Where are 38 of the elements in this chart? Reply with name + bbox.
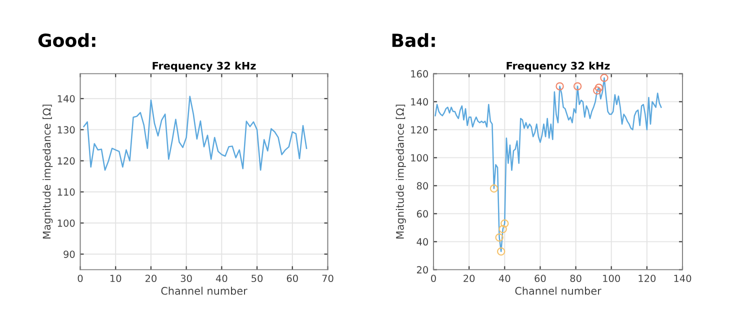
chart-title: Frequency 32 kHz <box>506 62 610 72</box>
y-axis-title: Magnitude impedance [Ω] <box>42 104 53 239</box>
x-tick-label: 0 <box>78 274 83 282</box>
chart-title: Frequency 32 kHz <box>152 62 256 72</box>
y-tick-label: 100 <box>411 154 428 162</box>
x-axis-title: Channel number <box>515 286 602 295</box>
x-tick-label: 60 <box>534 274 546 282</box>
x-tick-label: 120 <box>638 274 656 282</box>
y-tick-label: 160 <box>411 70 428 78</box>
y-tick-label: 100 <box>58 219 75 227</box>
x-tick-label: 10 <box>110 274 122 282</box>
x-tick-label: 80 <box>570 274 582 282</box>
y-tick-label: 120 <box>411 126 428 134</box>
y-tick-label: 90 <box>64 250 75 258</box>
y-tick-label: 40 <box>416 238 428 246</box>
x-tick-label: 40 <box>216 274 228 282</box>
y-tick-label: 140 <box>411 98 428 106</box>
x-tick-label: 140 <box>674 274 692 282</box>
x-tick-label: 70 <box>322 274 334 282</box>
x-tick-label: 60 <box>286 274 298 282</box>
x-tick-label: 0 <box>431 274 436 282</box>
y-tick-label: 140 <box>58 95 75 102</box>
x-tick-label: 30 <box>180 274 192 282</box>
x-tick-label: 20 <box>145 274 157 282</box>
y-tick-label: 20 <box>416 266 428 274</box>
chart-subtitle: Bad: <box>392 33 435 48</box>
y-tick-label: 80 <box>416 182 428 190</box>
x-tick-label: 100 <box>603 274 620 282</box>
chart-subtitle: Good: <box>38 33 96 48</box>
y-tick-label: 120 <box>58 157 75 165</box>
y-tick-label: 130 <box>58 126 75 134</box>
x-axis-title: Channel number <box>161 286 248 295</box>
x-tick-label: 40 <box>498 274 510 282</box>
y-tick-label: 60 <box>416 210 428 218</box>
x-tick-label: 50 <box>252 274 263 282</box>
y-axis-title: Magnitude impedance [Ω] <box>396 104 406 239</box>
x-tick-label: 20 <box>464 274 475 282</box>
y-tick-label: 110 <box>58 188 75 196</box>
